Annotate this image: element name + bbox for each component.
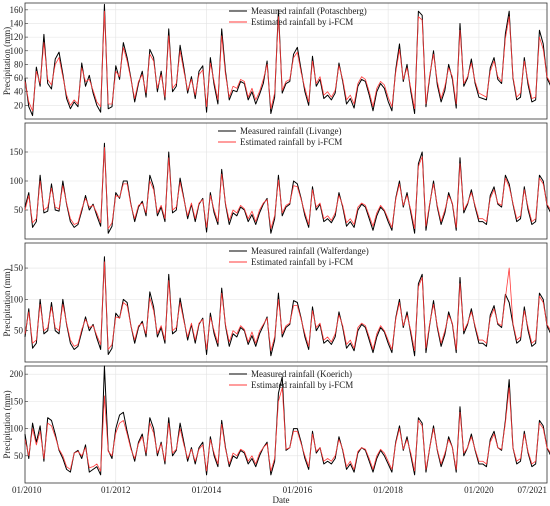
- chart-panel-1: 20 40 60 80 100 120 140 160 Precipitation (mm) Me…: [2, 2, 550, 120]
- legend-entry: Measured rainfall (Potaschberg): [251, 6, 367, 16]
- estimated-rainfall-line: [24, 261, 550, 352]
- y-tick-label: 100: [10, 294, 24, 304]
- y-tick-label: 100: [10, 176, 24, 186]
- y-tick-label: 50: [14, 451, 24, 461]
- y-tick-label: 160: [10, 5, 24, 15]
- x-tick-label: 01/2018: [373, 485, 403, 495]
- plot-frame: [24, 242, 548, 363]
- y-axis-title: Precipitation (mm): [2, 390, 12, 458]
- y-tick-label: 100: [10, 46, 24, 56]
- y-tick-label: 100: [10, 424, 24, 434]
- y-tick-label: 50: [14, 326, 24, 336]
- y-tick-label: 150: [10, 147, 24, 157]
- legend-entry: Measured rainfall (Walferdange): [251, 246, 369, 256]
- x-tick-label: 01/2016: [283, 485, 313, 495]
- plot-frame: [24, 2, 548, 120]
- y-tick-label: 200: [10, 369, 24, 379]
- y-tick-label: 80: [14, 59, 24, 69]
- y-tick-label: 20: [14, 100, 24, 110]
- legend-entry: Measured rainfall (Koerich): [251, 369, 352, 379]
- y-tick-label: 50: [14, 205, 24, 215]
- estimated-rainfall-line: [24, 10, 550, 112]
- x-tick-label: 01/2012: [101, 485, 131, 495]
- x-tick-label: 07/2021: [517, 485, 547, 495]
- legend-entry: Estimated rainfall by i-FCM: [251, 17, 353, 27]
- y-tick-label: 60: [14, 73, 24, 83]
- legend-entry: Measured rainfall (Livange): [240, 126, 341, 136]
- y-axis-title: Precipitation (mm): [2, 27, 12, 95]
- y-tick-label: 150: [10, 263, 24, 273]
- y-tick-label: 40: [14, 87, 24, 97]
- estimated-rainfall-line: [24, 387, 550, 472]
- y-axis-title: Precipitation (mm): [2, 268, 12, 336]
- plot-frame: [24, 365, 548, 484]
- legend-entry: Estimated rainfall by i-FCM: [251, 380, 353, 390]
- estimated-rainfall-line: [24, 146, 550, 229]
- x-axis-title: Date: [273, 495, 290, 505]
- x-tick-label: 01/2014: [192, 485, 222, 495]
- chart-panel-2: 50 100 150 Measured rainfall (Livange)Estim…: [10, 122, 550, 240]
- legend-entry: Estimated rainfall by i-FCM: [251, 257, 353, 267]
- y-tick-label: 120: [10, 32, 24, 42]
- y-tick-label: 150: [10, 396, 24, 406]
- x-tick-label: 01/2020: [464, 485, 494, 495]
- x-tick-label: 01/2010: [12, 485, 42, 495]
- legend-entry: Estimated rainfall by i-FCM: [240, 137, 342, 147]
- y-tick-label: 140: [10, 18, 24, 28]
- chart-panel-4: 50 100 150 200 Precipitation (mm) Measured ra…: [2, 365, 550, 484]
